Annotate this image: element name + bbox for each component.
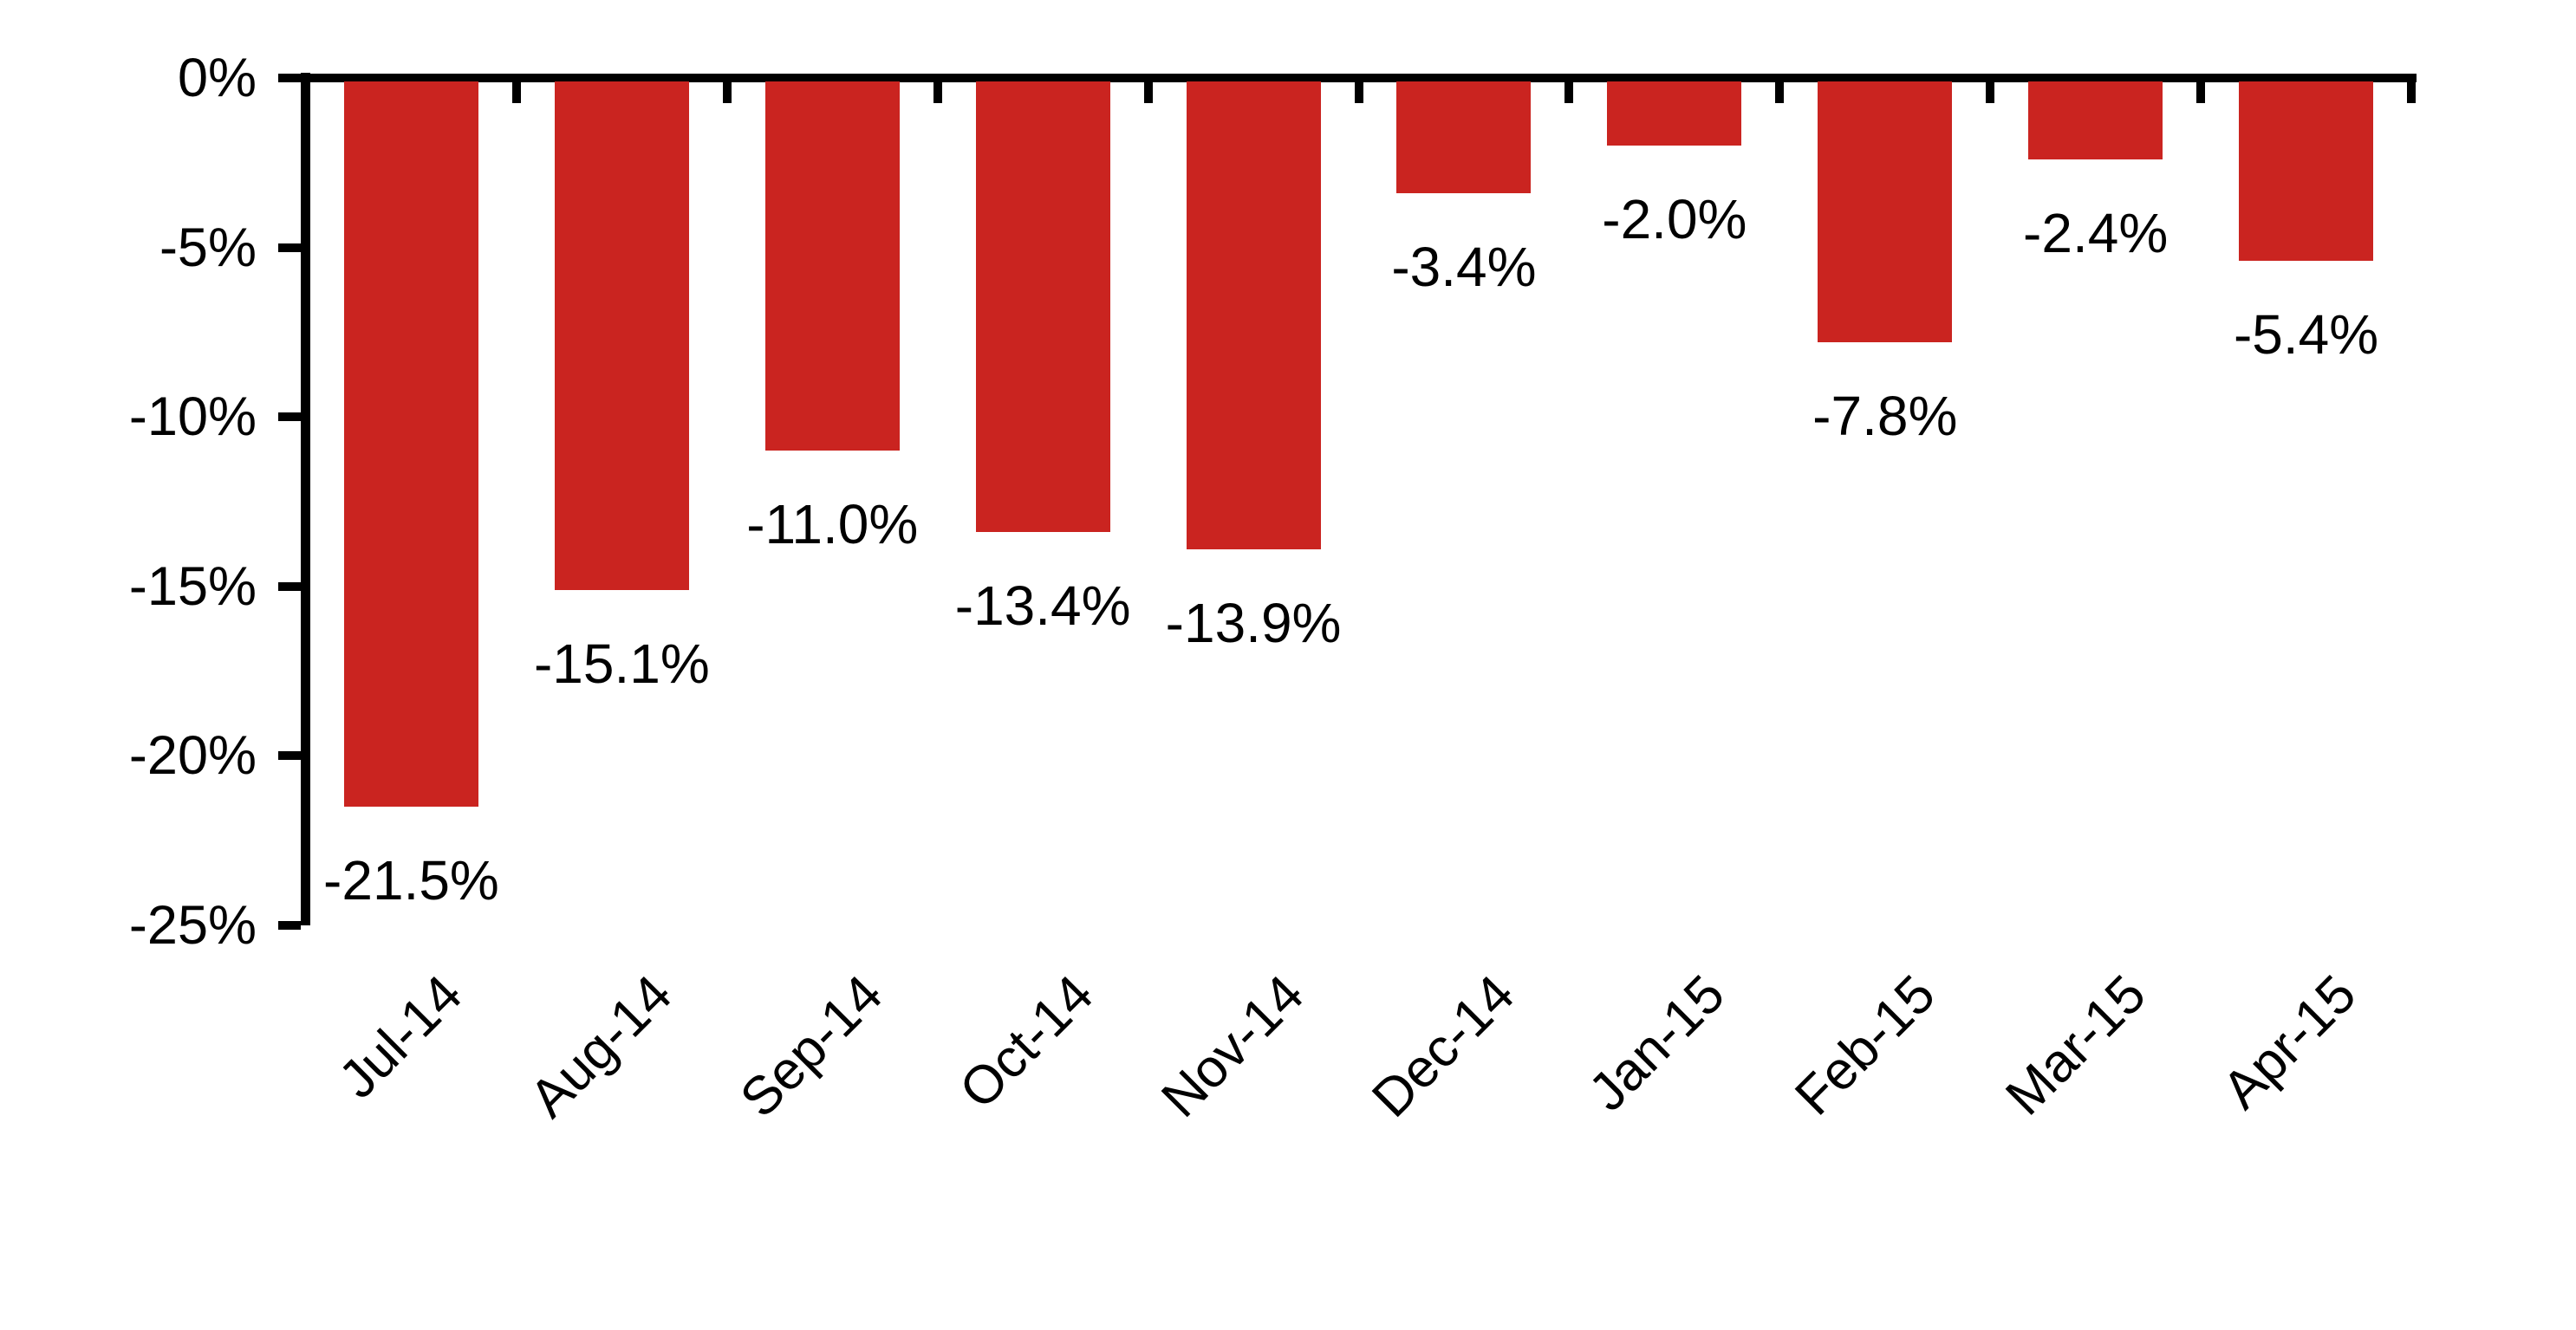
y-tick-label: -25% (128, 895, 257, 956)
bar (343, 81, 478, 808)
bar-data-label: -2.0% (1602, 188, 1747, 251)
y-tick-label: 0% (177, 48, 257, 108)
x-axis-tick (511, 82, 521, 103)
bar-data-label: -2.4% (2023, 201, 2169, 264)
x-axis-tick (722, 82, 732, 103)
x-category-label-text: Mar-15 (1994, 963, 2158, 1127)
bar-data-label: -15.1% (533, 632, 710, 695)
bar (1396, 81, 1532, 193)
bar (764, 81, 900, 451)
x-category-label-text: Jan-15 (1577, 963, 1737, 1123)
bar (1607, 81, 1742, 146)
bar (975, 81, 1110, 533)
y-axis-tick (278, 581, 301, 591)
bar (1818, 81, 1953, 343)
y-axis-tick (278, 74, 301, 82)
y-tick-label: -5% (159, 217, 257, 278)
x-axis-tick (2196, 82, 2206, 103)
y-axis-line (301, 73, 310, 925)
y-tick-label: -15% (128, 555, 257, 617)
x-axis-tick (1143, 82, 1153, 103)
bar-data-label: -11.0% (746, 493, 919, 556)
x-axis-tick (2407, 82, 2416, 103)
x-axis-tick (933, 82, 942, 103)
bar-data-label: -5.4% (2233, 303, 2379, 367)
x-category-label-text: Jul-14 (327, 963, 473, 1110)
y-axis-tick (278, 751, 301, 761)
x-category-label-text: Aug-14 (518, 963, 684, 1129)
bar (2239, 81, 2374, 262)
bar (554, 81, 689, 590)
bar-data-label: -21.5% (323, 849, 499, 912)
bar-data-label: -7.8% (1812, 385, 1958, 448)
x-axis-tick (1775, 82, 1785, 103)
x-category-label-text: Apr-15 (2211, 963, 2369, 1121)
x-axis-tick (1564, 82, 1574, 103)
x-category-label-text: Nov-14 (1150, 963, 1316, 1129)
bar (1186, 81, 1321, 549)
y-axis-tick (278, 921, 301, 930)
bar-data-label: -3.4% (1391, 236, 1537, 298)
x-category-label-text: Feb-15 (1784, 963, 1948, 1127)
x-axis-tick (1986, 82, 1995, 103)
y-axis-tick (278, 243, 301, 252)
y-axis-tick (278, 412, 301, 422)
x-category-label-text: Oct-14 (948, 963, 1105, 1121)
bar-data-label: -13.9% (1165, 591, 1342, 654)
x-category-label-text: Sep-14 (729, 963, 894, 1129)
x-category-label-text: Dec-14 (1361, 963, 1526, 1129)
y-tick-label: -10% (128, 386, 257, 448)
bar (2028, 81, 2163, 159)
bar-data-label: -13.4% (954, 574, 1131, 638)
x-axis-tick (1354, 82, 1363, 103)
y-tick-label: -20% (128, 725, 257, 787)
x-axis-line (301, 74, 2417, 82)
